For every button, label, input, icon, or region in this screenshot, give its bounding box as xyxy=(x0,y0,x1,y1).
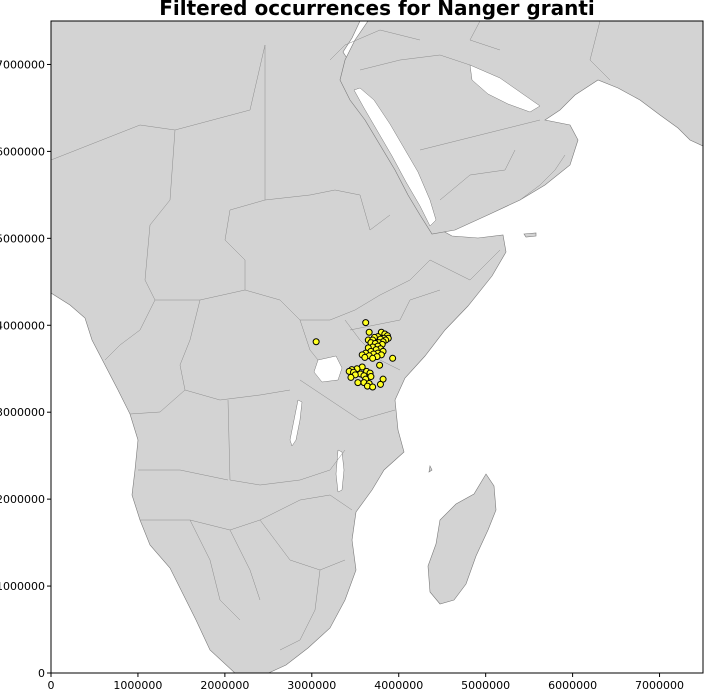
axes-frame xyxy=(50,20,704,674)
y-tick-label: 7000000 xyxy=(0,58,45,71)
y-tick-label: 5000000 xyxy=(0,232,45,245)
country-borders xyxy=(51,21,611,651)
madagascar-landmass xyxy=(427,473,497,605)
chart-title: Filtered occurrences for Nanger granti xyxy=(159,0,595,20)
occurrence-point xyxy=(361,353,369,361)
occurrence-point xyxy=(376,361,384,369)
y-tick-label: 1000000 xyxy=(0,580,45,593)
x-tick-label: 3000000 xyxy=(287,679,336,690)
x-tick-label: 0 xyxy=(48,679,55,690)
comoros-island xyxy=(428,465,433,473)
occurrence-point xyxy=(389,354,397,362)
lake-tanganyika xyxy=(289,399,303,447)
persian-gulf xyxy=(469,64,541,113)
occurrence-point xyxy=(347,373,355,381)
x-tick-label: 1000000 xyxy=(113,679,162,690)
x-tick-label: 2000000 xyxy=(200,679,249,690)
y-tick-label: 2000000 xyxy=(0,493,45,506)
y-tick-label: 6000000 xyxy=(0,145,45,158)
x-tick-label: 6000000 xyxy=(548,679,597,690)
x-tick-label: 4000000 xyxy=(374,679,423,690)
occurrence-point xyxy=(354,379,362,387)
basemap xyxy=(51,21,703,673)
occurrence-points xyxy=(312,319,397,391)
socotra-island xyxy=(523,232,537,238)
y-tick-label: 4000000 xyxy=(0,319,45,332)
lake-victoria xyxy=(313,355,343,383)
lake-malawi xyxy=(335,449,345,493)
occurrence-point xyxy=(369,354,377,362)
x-axis: 0 1000000 2000000 3000000 4000000 5000000 6000… xyxy=(48,673,684,690)
y-axis: 0 1000000 2000000 3000000 4000000 5000000 6000… xyxy=(0,58,51,680)
occurrence-point xyxy=(369,383,377,391)
occurrence-point xyxy=(376,380,384,388)
x-tick-label: 5000000 xyxy=(461,679,510,690)
occurrence-point xyxy=(365,328,373,336)
red-sea xyxy=(353,87,437,227)
y-tick-label: 0 xyxy=(38,667,45,680)
arabia-landmass xyxy=(339,21,703,235)
x-tick-label: 7000000 xyxy=(635,679,684,690)
occurrence-point xyxy=(362,319,370,327)
occurrence-point xyxy=(312,338,320,346)
y-tick-label: 3000000 xyxy=(0,406,45,419)
